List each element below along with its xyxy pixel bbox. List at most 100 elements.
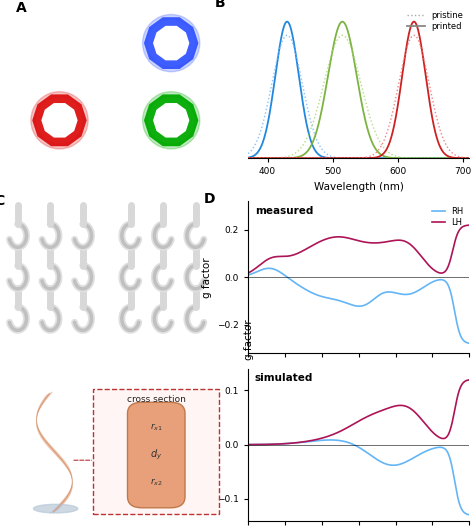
Polygon shape: [36, 427, 40, 431]
Polygon shape: [72, 482, 73, 486]
LH: [345, 235, 351, 241]
Polygon shape: [44, 394, 51, 398]
Polygon shape: [66, 492, 71, 496]
Ellipse shape: [34, 504, 78, 513]
Polygon shape: [63, 497, 69, 500]
Polygon shape: [65, 493, 71, 497]
Polygon shape: [38, 406, 42, 410]
Polygon shape: [36, 419, 37, 423]
Polygon shape: [54, 453, 62, 457]
Polygon shape: [68, 470, 72, 473]
Polygon shape: [39, 403, 44, 407]
Text: $d_y$: $d_y$: [150, 448, 163, 462]
Polygon shape: [69, 487, 73, 491]
Polygon shape: [36, 421, 37, 426]
Polygon shape: [39, 434, 45, 438]
LH: [245, 270, 251, 276]
Polygon shape: [67, 469, 72, 473]
Line: LH: LH: [248, 225, 469, 273]
Polygon shape: [38, 432, 43, 436]
Text: B: B: [215, 0, 226, 10]
Polygon shape: [52, 451, 60, 455]
Polygon shape: [65, 466, 70, 470]
Polygon shape: [39, 435, 46, 439]
Polygon shape: [56, 456, 64, 460]
Polygon shape: [70, 485, 73, 489]
Polygon shape: [36, 414, 38, 418]
Polygon shape: [69, 488, 73, 492]
Polygon shape: [36, 426, 39, 430]
Polygon shape: [41, 398, 47, 402]
Polygon shape: [36, 415, 37, 419]
Polygon shape: [38, 405, 42, 409]
Polygon shape: [61, 461, 67, 464]
Polygon shape: [44, 394, 51, 398]
FancyBboxPatch shape: [128, 402, 185, 508]
Polygon shape: [51, 450, 59, 454]
Polygon shape: [41, 438, 48, 442]
Polygon shape: [67, 468, 71, 472]
Polygon shape: [63, 497, 69, 500]
Polygon shape: [39, 402, 45, 406]
Polygon shape: [65, 466, 70, 469]
Polygon shape: [56, 503, 64, 507]
Polygon shape: [39, 434, 45, 438]
Text: $r_{x1}$: $r_{x1}$: [150, 422, 163, 433]
Polygon shape: [71, 484, 73, 488]
Polygon shape: [49, 448, 57, 452]
Polygon shape: [45, 393, 52, 397]
Polygon shape: [39, 403, 44, 407]
RH: [346, 300, 351, 307]
Polygon shape: [53, 452, 60, 456]
Polygon shape: [36, 411, 39, 414]
Polygon shape: [53, 507, 61, 511]
Polygon shape: [70, 487, 73, 490]
Polygon shape: [39, 402, 45, 406]
Polygon shape: [58, 501, 66, 505]
Polygon shape: [55, 504, 64, 508]
Polygon shape: [43, 396, 50, 399]
Polygon shape: [50, 510, 59, 513]
Polygon shape: [40, 436, 46, 440]
Polygon shape: [68, 490, 72, 494]
Polygon shape: [56, 456, 64, 459]
Polygon shape: [72, 481, 73, 485]
Polygon shape: [36, 420, 37, 423]
Polygon shape: [56, 503, 64, 507]
Polygon shape: [72, 477, 73, 481]
Polygon shape: [36, 422, 38, 426]
Polygon shape: [41, 438, 47, 441]
Polygon shape: [72, 482, 73, 486]
Text: A: A: [16, 1, 27, 15]
Polygon shape: [52, 507, 61, 511]
Polygon shape: [45, 443, 52, 447]
LH: [393, 237, 399, 244]
Polygon shape: [70, 473, 73, 477]
Polygon shape: [53, 452, 61, 457]
Polygon shape: [49, 510, 58, 513]
Polygon shape: [36, 424, 38, 428]
Polygon shape: [60, 499, 67, 503]
Polygon shape: [72, 481, 73, 485]
Polygon shape: [36, 414, 37, 418]
Polygon shape: [41, 438, 48, 442]
Polygon shape: [69, 472, 72, 476]
Text: g factor: g factor: [244, 319, 254, 360]
Polygon shape: [64, 464, 69, 468]
Polygon shape: [38, 433, 44, 437]
Polygon shape: [64, 495, 70, 499]
Polygon shape: [37, 429, 41, 432]
Polygon shape: [36, 413, 38, 417]
Polygon shape: [68, 490, 72, 493]
Polygon shape: [72, 478, 73, 482]
Polygon shape: [38, 431, 43, 435]
Polygon shape: [70, 486, 73, 490]
Polygon shape: [61, 461, 67, 464]
Polygon shape: [46, 392, 53, 396]
Polygon shape: [32, 94, 87, 146]
Text: cross section: cross section: [127, 394, 186, 403]
Polygon shape: [46, 444, 54, 448]
Polygon shape: [71, 483, 73, 487]
Polygon shape: [52, 508, 61, 511]
Polygon shape: [49, 448, 56, 451]
